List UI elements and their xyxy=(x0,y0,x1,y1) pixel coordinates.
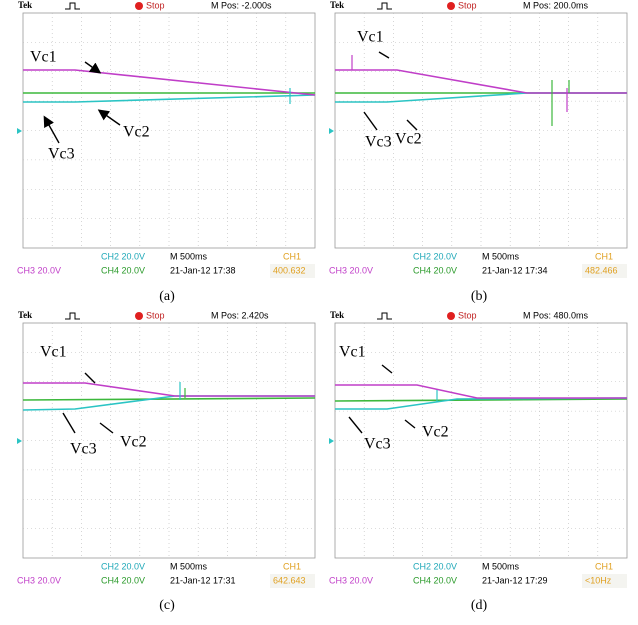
label-vc2: Vc2 xyxy=(123,124,150,141)
trigger-icon xyxy=(65,313,80,319)
label-vc3: Vc3 xyxy=(48,146,75,163)
ch4-scale: CH4 20.0V xyxy=(101,575,145,585)
readout: <10Hz xyxy=(585,575,612,585)
stop-dot xyxy=(135,2,143,10)
position: M Pos: 480.0ms xyxy=(523,310,589,320)
run-state: Stop xyxy=(458,0,477,10)
ch1-trigger: CH1 xyxy=(595,561,613,571)
label-vc3: Vc3 xyxy=(70,441,97,458)
ch1-trigger: CH1 xyxy=(283,251,301,261)
stop-dot xyxy=(447,2,455,10)
timestamp: 21-Jan-12 17:34 xyxy=(482,265,548,275)
stop-dot xyxy=(135,312,143,320)
run-state: Stop xyxy=(146,0,165,10)
ch1-trigger: CH1 xyxy=(283,561,301,571)
brand: Tek xyxy=(18,0,32,10)
label-vc1: Vc1 xyxy=(339,344,366,361)
label-vc2: Vc2 xyxy=(120,434,147,451)
position: M Pos: 2.420s xyxy=(211,310,269,320)
position: M Pos: -2.000s xyxy=(211,0,272,10)
label-vc1: Vc1 xyxy=(30,49,57,66)
brand: Tek xyxy=(330,0,344,10)
ch2-scale: CH2 20.0V xyxy=(413,251,457,261)
ch3-scale: CH3 20.0V xyxy=(329,575,373,585)
ch4-scale: CH4 20.0V xyxy=(101,265,145,275)
ch3-scale: CH3 20.0V xyxy=(17,575,61,585)
brand: Tek xyxy=(18,310,32,320)
scope-panel: Tek Stop M Pos: -2.000s CH2 20.0V M 500ms CH1… xyxy=(17,0,315,304)
readout: 400.632 xyxy=(273,265,306,275)
channel-marker xyxy=(17,128,22,134)
label-vc3: Vc3 xyxy=(365,134,392,151)
ch4-scale: CH4 20.0V xyxy=(413,265,457,275)
label-vc2: Vc2 xyxy=(422,424,449,441)
ch1-trigger: CH1 xyxy=(595,251,613,261)
channel-marker xyxy=(329,438,334,444)
ch2-scale: CH2 20.0V xyxy=(101,561,145,571)
run-state: Stop xyxy=(146,310,165,320)
timestamp: 21-Jan-12 17:38 xyxy=(170,265,236,275)
ch3-scale: CH3 20.0V xyxy=(17,265,61,275)
readout: 482.466 xyxy=(585,265,618,275)
position: M Pos: 200.0ms xyxy=(523,0,589,10)
timebase: M 500ms xyxy=(482,251,520,261)
brand: Tek xyxy=(330,310,344,320)
run-state: Stop xyxy=(458,310,477,320)
label-vc1: Vc1 xyxy=(40,344,67,361)
trigger-icon xyxy=(377,3,392,9)
caption: (d) xyxy=(471,598,488,613)
label-vc3: Vc3 xyxy=(364,436,391,453)
ch3-scale: CH3 20.0V xyxy=(329,265,373,275)
scope-panel: Tek Stop M Pos: 2.420s CH2 20.0V M 500ms CH1 C… xyxy=(17,310,315,613)
timebase: M 500ms xyxy=(482,561,520,571)
readout: 642.643 xyxy=(273,575,306,585)
scope-panel: Tek Stop M Pos: 480.0ms CH2 20.0V M 500ms CH1… xyxy=(329,310,627,613)
channel-marker xyxy=(329,128,334,134)
timestamp: 21-Jan-12 17:31 xyxy=(170,575,236,585)
ch4-scale: CH4 20.0V xyxy=(413,575,457,585)
caption: (c) xyxy=(159,598,175,613)
trigger-icon xyxy=(65,3,80,9)
trigger-icon xyxy=(377,313,392,319)
stop-dot xyxy=(447,312,455,320)
label-vc1: Vc1 xyxy=(357,29,384,46)
timebase: M 500ms xyxy=(170,251,208,261)
timebase: M 500ms xyxy=(170,561,208,571)
ch2-scale: CH2 20.0V xyxy=(101,251,145,261)
figure: Tek Stop M Pos: -2.000s CH2 20.0V M 500ms CH1… xyxy=(0,0,638,625)
ch2-scale: CH2 20.0V xyxy=(413,561,457,571)
caption: (b) xyxy=(471,289,488,304)
timestamp: 21-Jan-12 17:29 xyxy=(482,575,548,585)
scope-panel: Tek Stop M Pos: 200.0ms CH2 20.0V M 500ms CH1… xyxy=(329,0,627,304)
label-vc2: Vc2 xyxy=(395,131,422,148)
caption: (a) xyxy=(159,289,175,304)
channel-marker xyxy=(17,438,22,444)
